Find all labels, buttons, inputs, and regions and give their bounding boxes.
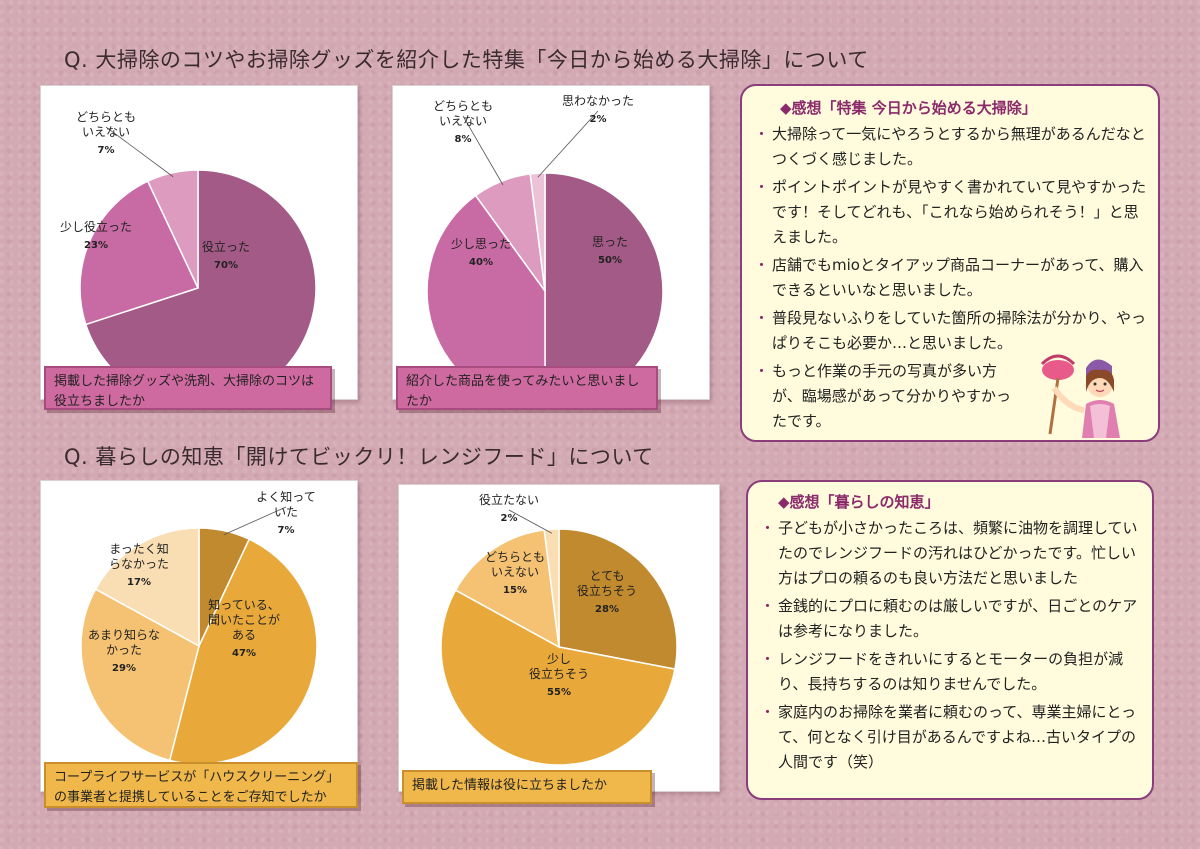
chart-4-panel: とても役立ちそう 28% 少し役立ちそう 55% どちらともいえない 15% 役立たない 2% — [398, 484, 720, 792]
leader-line — [508, 509, 553, 534]
pie-percent-label: 70% — [214, 260, 238, 271]
pie-percent-label: 17% — [127, 577, 151, 588]
pie-label: 少し役立った — [60, 219, 132, 234]
pie-label: 思った — [592, 235, 628, 249]
section1-heading: Q. 大掃除のコツやお掃除グッズを紹介した特集「今日から始める大掃除」について — [64, 48, 869, 72]
chart-1-pie: 役立った 70% 少し役立った 23% どちらともいえない 7% — [60, 110, 317, 399]
comments-title-1: ◆感想「特集 今日から始める大掃除」 — [780, 99, 1037, 117]
leader-line — [537, 110, 599, 178]
pie-percent-label: 2% — [590, 114, 607, 125]
pie-label: よく知っていた — [256, 490, 315, 519]
chart-3-panel: よく知っていた 7% 知っている、聞いたことがある 47% あまり知らなかった 29% まっ… — [40, 480, 358, 792]
cleaning-woman-illustration — [1028, 348, 1140, 438]
comment-item: 金銭的にプロに頼むのは厳しいですが、日ごとのケアは参考になりました。 — [760, 594, 1140, 644]
comments-title-2: ◆感想「暮らしの知恵」 — [778, 493, 940, 511]
pie-label: 少し役立ちそう — [529, 652, 589, 681]
pie-percent-label: 2% — [501, 513, 518, 524]
comment-item: 店舗でもmioとタイアップ商品コーナーがあって、購入できるといいなと思いました。 — [754, 253, 1148, 303]
chart-4-caption: 掲載した情報は役に立ちましたか — [402, 770, 652, 804]
pie-slice — [146, 169, 199, 289]
chart-1-panel: 役立った 70% 少し役立った 23% どちらともいえない 7% — [40, 85, 358, 400]
section2-heading: Q. 暮らしの知恵「開けてビックリ！レンジフード」について — [64, 445, 654, 469]
pie-label: 知っている、聞いたことがある — [208, 598, 280, 642]
pie-slice — [79, 180, 200, 326]
comment-item: 子どもが小さかったころは、頻繁に油物を調理していたのでレンジフードの汚れはひどか… — [760, 516, 1140, 591]
comment-item: 大掃除って一気にやろうとするから無理があるんだなとつくづく感じました。 — [754, 122, 1148, 172]
comments-box-2: ◆感想「暮らしの知恵」 子どもが小さかったころは、頻繁に油物を調理していたのでレ… — [746, 480, 1154, 800]
pie-percent-label: 7% — [98, 145, 115, 156]
pie-percent-label: 29% — [112, 663, 136, 674]
comments-box-1: ◆感想「特集 今日から始める大掃除」 大掃除って一気にやろうとするから無理がある… — [740, 84, 1160, 442]
comment-item: 家庭内のお掃除を業者に頼むのって、専業主婦にとって、何となく引け目があるんですよ… — [760, 700, 1140, 775]
pie-slice — [543, 528, 560, 648]
comment-item: ポイントポイントが見やすく書かれていて見やすかったです！そしてどれも、「これなら… — [754, 175, 1148, 250]
pie-percent-label: 55% — [547, 687, 571, 698]
pie-label: あまり知らなかった — [88, 628, 160, 657]
pie-slice — [94, 527, 200, 648]
pie-percent-label: 47% — [232, 648, 256, 659]
leader-line — [223, 506, 287, 536]
comments-list-1: 大掃除って一気にやろうとするから無理があるんだなとつくづく感じました。 ポイント… — [754, 122, 1148, 437]
comment-item: もっと作業の手元の写真が多い方が、臨場感があって分かりやすかったです。 — [754, 359, 1022, 434]
pie-label: とても役立ちそう — [577, 569, 637, 598]
pie-slice — [529, 172, 546, 292]
pie-label: 少し思った — [451, 237, 511, 251]
pie-label: 思わなかった — [562, 94, 634, 108]
pie-label: 役立たない — [479, 492, 539, 507]
pie-percent-label: 7% — [278, 525, 295, 536]
pie-slice — [80, 588, 200, 762]
chart-2-panel: 思った 50% 少し思った 40% どちらともいえない 8% 思わなかった 2% — [392, 85, 710, 400]
comments-list-2: 子どもが小さかったころは、頻繁に油物を調理していたのでレンジフードの汚れはひどか… — [760, 516, 1140, 778]
leader-line — [105, 126, 174, 178]
pie-slice — [454, 529, 560, 649]
pie-percent-label: 15% — [503, 585, 527, 596]
leader-line — [462, 115, 504, 186]
pie-percent-label: 8% — [455, 134, 472, 145]
pie-label: 役立った — [202, 239, 250, 254]
chart-3-caption: コープライフサービスが「ハウスクリーニング」の事業者と提携していることをご存知で… — [44, 762, 358, 808]
pie-percent-label: 23% — [84, 240, 108, 251]
comment-item: レンジフードをきれいにするとモーターの負担が減り、長持ちするのは知りませんでした… — [760, 647, 1140, 697]
pie-label: どちらともいえない — [76, 110, 136, 139]
chart-4-pie: とても役立ちそう 28% 少し役立ちそう 55% どちらともいえない 15% 役立たない 2% — [440, 492, 678, 766]
chart-2-pie: 思った 50% 少し思った 40% どちらともいえない 8% 思わなかった 2% — [426, 94, 664, 399]
chart-2-caption: 紹介した商品を使ってみたいと思いましたか — [396, 366, 658, 410]
chart-1-caption: 掲載した掃除グッズや洗剤、大掃除のコツは役立ちましたか — [44, 366, 332, 410]
pie-percent-label: 28% — [595, 604, 619, 615]
pie-slice — [440, 589, 676, 766]
pie-label: まったく知らなかった — [109, 542, 169, 571]
pie-label: どちらともいえない — [485, 550, 545, 579]
pie-slice — [558, 528, 678, 670]
pie-label: どちらともいえない — [433, 99, 493, 128]
chart-3-pie: よく知っていた 7% 知っている、聞いたことがある 47% あまり知らなかった 29% まっ… — [80, 490, 318, 765]
comment-item: 普段見ないふりをしていた箇所の掃除法が分かり、やっぱりそこも必要か…と思いました… — [754, 306, 1148, 356]
pie-percent-label: 50% — [598, 255, 622, 266]
pie-slice — [426, 194, 546, 399]
pie-percent-label: 40% — [469, 257, 493, 268]
